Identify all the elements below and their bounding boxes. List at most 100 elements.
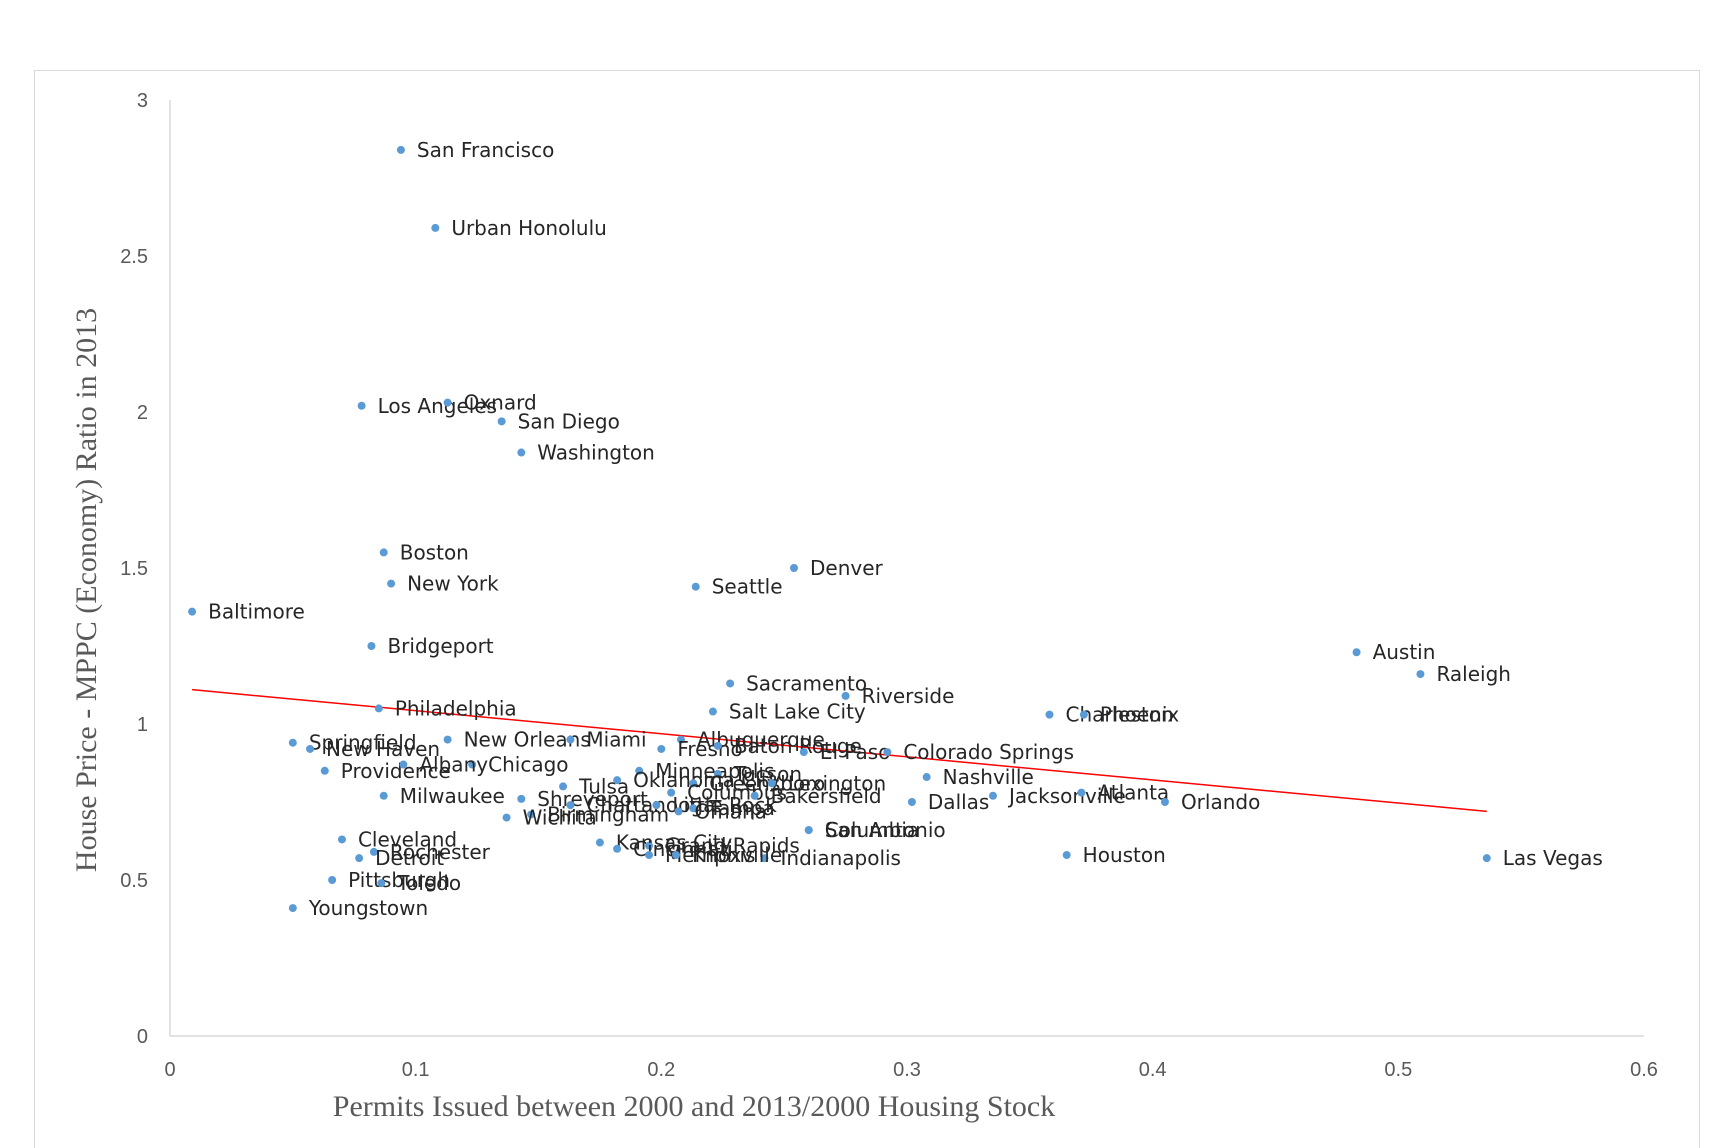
- data-label: Phoenix: [1100, 703, 1180, 727]
- data-point: [841, 691, 850, 700]
- x-tick-label: 0.2: [647, 1059, 675, 1081]
- x-tick-label: 0.4: [1139, 1059, 1167, 1081]
- points-layer: San Francisco Urban Honolulu Los AngelesOx…: [188, 138, 1603, 920]
- data-point: [1352, 648, 1361, 657]
- data-point: [517, 794, 526, 803]
- data-point: [635, 766, 644, 775]
- data-point: [645, 851, 654, 860]
- data-label: Columbus: [687, 781, 787, 805]
- data-label: Philadelphia: [395, 696, 517, 720]
- data-point: [804, 826, 813, 835]
- data-label: Oxnard: [464, 391, 537, 415]
- data-label: Grand Rapids: [665, 834, 800, 858]
- data-point: [320, 766, 329, 775]
- data-point: [672, 851, 681, 860]
- data-point: [367, 642, 376, 650]
- data-label: Tampa: [708, 796, 775, 820]
- data-point: [1416, 670, 1425, 679]
- y-axis-title: House Price - MPPC (Economy) Ratio in 20…: [70, 308, 103, 872]
- data-point: [595, 838, 604, 847]
- data-label: Milwaukee: [400, 784, 505, 808]
- data-label: Dallas: [928, 790, 989, 814]
- data-label: Birmingham: [547, 802, 669, 826]
- data-point: [559, 782, 568, 791]
- data-point: [566, 801, 575, 810]
- data-point: [306, 744, 315, 753]
- data-label: Tucson: [733, 762, 802, 786]
- data-point: [652, 801, 661, 810]
- data-point: [443, 735, 452, 744]
- data-label: Raleigh: [1436, 662, 1511, 686]
- data-label: Austin: [1373, 640, 1436, 664]
- data-point: [377, 879, 386, 888]
- data-point: [657, 744, 666, 753]
- data-point: [566, 735, 575, 744]
- data-point: [374, 704, 383, 713]
- data-label: Jacksonville: [1007, 784, 1126, 808]
- data-label: Greensboro: [709, 771, 825, 795]
- data-label: Indianapolis: [781, 846, 901, 870]
- data-point: [379, 791, 388, 800]
- data-label: Salt Lake City: [729, 700, 866, 724]
- data-label: Houston: [1083, 843, 1166, 867]
- data-point: [355, 854, 364, 863]
- data-label: Omaha: [695, 799, 767, 823]
- data-label: Detroit: [375, 846, 444, 870]
- data-point: [1482, 854, 1491, 863]
- data-label: San Diego: [518, 409, 620, 433]
- data-label: Baltimore: [208, 600, 305, 624]
- data-label: Nashville: [943, 765, 1034, 789]
- data-point: [883, 748, 892, 757]
- trendline: [192, 688, 1487, 813]
- data-label: Colorado Springs: [903, 740, 1074, 764]
- data-label: Shreveport: [537, 787, 648, 811]
- data-label: Atlanta: [1097, 781, 1169, 805]
- data-label: Minneapolis: [655, 759, 774, 783]
- data-point: [387, 579, 396, 588]
- data-point: [399, 760, 408, 769]
- data-label: Little Rock: [672, 793, 777, 817]
- data-label: Memphis: [665, 843, 755, 867]
- data-label: Wichita: [523, 806, 597, 830]
- data-label: New York: [407, 572, 499, 596]
- data-point: [799, 748, 808, 757]
- data-point: [497, 417, 506, 426]
- data-point: [502, 813, 511, 822]
- data-label: Boston: [400, 540, 469, 564]
- x-axis-title: Permits Issued between 2000 and 2013/200…: [333, 1090, 1055, 1123]
- chart-area: [34, 70, 1700, 1148]
- data-point: [1079, 710, 1088, 719]
- data-label: Las Vegas: [1503, 846, 1603, 870]
- data-point: [674, 807, 683, 816]
- data-label: Toledo: [396, 871, 461, 895]
- axes: 0 0.1 0.2 0.3 0.4 0.5 0.6 0 0.5 1 1.5 2 2.5 3: [120, 90, 1658, 1081]
- data-point: [613, 844, 622, 853]
- data-label: Albany: [419, 753, 488, 777]
- x-tick-label: 0.6: [1630, 1059, 1658, 1081]
- data-point: [288, 904, 297, 913]
- data-label: Fresno: [677, 737, 742, 761]
- data-label: Orlando: [1181, 790, 1260, 814]
- data-point: [1077, 788, 1086, 797]
- data-point: [517, 448, 526, 457]
- y-tick-label: 1: [137, 714, 148, 736]
- data-label: Sacramento: [746, 671, 867, 695]
- x-tick-label: 0.5: [1384, 1059, 1412, 1081]
- data-label: Providence: [341, 759, 451, 783]
- data-point: [527, 810, 536, 819]
- y-tick-label: 1.5: [120, 558, 148, 580]
- data-point: [789, 564, 798, 572]
- data-point: [645, 841, 654, 850]
- data-label: Bridgeport: [387, 634, 493, 658]
- data-point: [337, 835, 346, 844]
- data-point: [443, 398, 452, 407]
- x-tick-label: 0: [164, 1059, 175, 1081]
- data-point: [713, 741, 722, 750]
- data-point: [1160, 798, 1169, 806]
- data-label: Springfield: [309, 731, 417, 755]
- data-label: Baton Rouge: [734, 734, 862, 758]
- data-label: Lexington: [788, 771, 886, 795]
- y-tick-label: 0.5: [120, 870, 148, 892]
- data-label: Los Angeles: [378, 394, 497, 418]
